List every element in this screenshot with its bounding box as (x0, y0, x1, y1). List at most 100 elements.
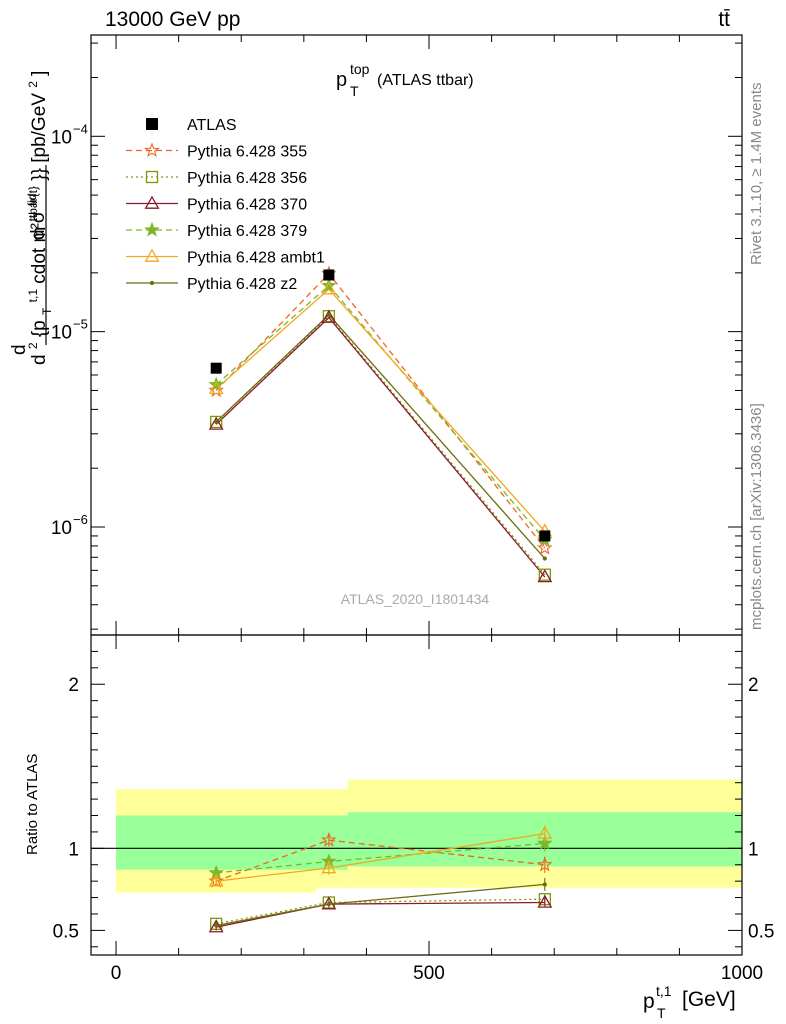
series-line-0 (215, 272, 546, 549)
legend-marker-2 (145, 170, 159, 184)
legend-marker-0 (146, 118, 158, 130)
legend-label-5: Pythia 6.428 ambt1 (187, 250, 325, 267)
ylabel-den-c: cdot m (29, 227, 50, 284)
series-5-point-0 (214, 419, 219, 425)
ratio-point-5-0 (214, 923, 219, 928)
top-ytick-label-exp-1: −5 (73, 317, 88, 332)
ylabel-den-sup3: ttbar{t} (26, 186, 40, 221)
ratio-ytick-label-right-2: 2 (748, 675, 759, 696)
legend-label-3: Pythia 6.428 370 (187, 197, 307, 214)
data-point-1 (323, 269, 335, 281)
top-ytick-label-0: 10 (51, 518, 72, 539)
ylabel-numerator-sup: fid (25, 193, 39, 206)
svg-text:d²σ fid: d²σ fid (25, 193, 49, 240)
ratio-ytick-label-right-1: 1 (748, 839, 759, 860)
ratio-point-5-1 (326, 902, 331, 907)
ylabel-num-d: d (9, 344, 30, 355)
legend-marker-4 (144, 221, 160, 237)
legend-label-0: ATLAS (187, 117, 237, 134)
series-0-point-2 (536, 539, 553, 555)
ylabel-den-a: d (29, 354, 50, 365)
ratio-point-4-2 (537, 825, 553, 839)
ylabel-den-b: {p (29, 320, 50, 337)
svg-text:p: p (643, 990, 655, 1013)
ylabel-den-sup4: 2 (26, 81, 40, 88)
x-tick-label-2: 1000 (721, 963, 763, 984)
series-line-4 (215, 288, 546, 532)
series-5-point-2 (542, 556, 547, 561)
legend-marker-6 (149, 280, 155, 286)
svg-text:d: d (9, 344, 30, 355)
ratio-point-5-2 (542, 882, 547, 887)
top-ytick-label-exp-0: −6 (73, 512, 88, 527)
analysis-watermark: ATLAS_2020_I1801434 (341, 591, 490, 607)
ratio-ytick-label-right-0: 0.5 (748, 921, 774, 942)
series-2-point-0 (208, 416, 224, 430)
series-3-point-1 (321, 277, 337, 293)
series-line-1 (215, 315, 546, 576)
data-point-2 (539, 530, 551, 542)
legend-marker-3 (144, 195, 160, 209)
ratio-point-4-0 (208, 873, 224, 887)
top-ytick-label-2: 10 (51, 127, 72, 148)
ratio-y-axis-label: Ratio to ATLAS (24, 754, 41, 855)
ratio-point-2-2 (537, 894, 553, 908)
legend-marker-5 (144, 248, 160, 262)
x-tick-label-0: 0 (111, 963, 122, 984)
top-title: p (336, 69, 347, 91)
ratio-line-0 (215, 839, 545, 882)
x-axis-label: p T t,1 [GeV] (643, 983, 736, 1021)
top-ytick-label-1: 10 (51, 323, 72, 344)
ratio-point-3-2 (536, 835, 553, 850)
series-line-3 (215, 284, 546, 541)
mcplots-label: mcplots.cern.ch [arXiv:1306.3436] (748, 403, 765, 630)
svg-text:T: T (657, 1005, 666, 1021)
series-5-point-1 (326, 312, 331, 317)
ratio-ytick-label-left-1: 1 (68, 839, 79, 860)
rivet-label: Rivet 3.1.10, ≥ 1.4M events (748, 83, 765, 266)
top-title-sup: top (350, 61, 370, 77)
data-point-0 (210, 362, 222, 374)
ylabel-den-sup: t,1 (26, 289, 40, 303)
legend-marker-1 (144, 142, 160, 158)
ratio-point-2-0 (208, 919, 224, 933)
ratio-ytick-label-left-2: 2 (68, 675, 79, 696)
ylabel-den-sub: T (40, 307, 54, 315)
header-right: tt̄ (718, 8, 730, 31)
series-1-point-0 (210, 415, 223, 429)
series-2-point-1 (321, 309, 337, 323)
ylabel-den-e: ] (29, 71, 50, 76)
ratio-point-0-1 (321, 831, 337, 847)
ratio-frame (90, 634, 743, 956)
svg-text:[GeV]: [GeV] (682, 988, 736, 1011)
legend: ATLAS Pythia 6.428 355 Pythia 6.428 356 Pyt… (126, 117, 325, 293)
legend-label-6: Pythia 6.428 z2 (187, 276, 297, 293)
ratio-plot-area: 0.5 0.5 1 1 2 2 0 500 1000 (53, 634, 774, 984)
top-y-axis-label: d d²σ fid d 2 {p T t,1 cdot m ttbar{t} }… (9, 71, 56, 365)
ratio-point-4-1 (321, 860, 337, 874)
ylabel-numerator: d²σ (28, 211, 49, 240)
series-line-2 (215, 316, 546, 578)
top-title-rest: (ATLAS ttbar) (377, 72, 474, 89)
x-tick-label-1: 500 (413, 963, 445, 984)
series-4-point-0 (208, 380, 224, 395)
ratio-point-0-2 (536, 856, 553, 872)
ratio-ytick-label-left-0: 0.5 (53, 921, 79, 942)
header-left: 13000 GeV pp (105, 8, 240, 31)
legend-label-2: Pythia 6.428 356 (187, 170, 307, 187)
svg-text:d 2 {p T: d 2 {p T t,1 cdot m ttbar{t} }} [pb/GeV … (21, 71, 56, 365)
ratio-band-green-0 (116, 815, 317, 870)
svg-text:t,1: t,1 (656, 983, 672, 999)
ylabel-den-sup2: 2 (26, 342, 40, 349)
top-title-sub: T (350, 83, 359, 99)
top-ytick-label-exp-2: −4 (73, 121, 88, 136)
series-4-point-1 (321, 281, 337, 295)
ylabel-den-d: }} [pb/GeV (29, 93, 50, 181)
series-2-point-2 (537, 569, 553, 583)
legend-label-4: Pythia 6.428 379 (187, 223, 307, 240)
series-3-point-0 (208, 376, 225, 392)
top-plot-area: 10−610−510−4 (51, 34, 743, 636)
legend-label-1: Pythia 6.428 355 (187, 144, 307, 161)
series-line-5 (215, 313, 546, 559)
